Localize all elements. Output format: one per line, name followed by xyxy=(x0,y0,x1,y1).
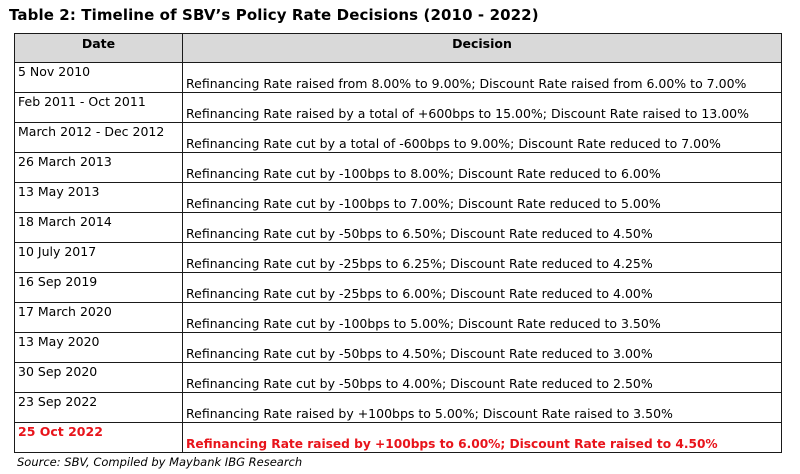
table-row-highlighted: 25 Oct 2022 Refinancing Rate raised by +… xyxy=(14,422,782,453)
table-row: March 2012 - Dec 2012 Refinancing Rate c… xyxy=(14,122,782,153)
date-cell: 30 Sep 2020 xyxy=(14,362,183,393)
table-row: 13 May 2020 Refinancing Rate cut by -50b… xyxy=(14,332,782,363)
date-cell: 10 July 2017 xyxy=(14,242,183,273)
decision-cell: Refinancing Rate cut by -25bps to 6.25%;… xyxy=(182,242,782,273)
decision-cell: Refinancing Rate cut by -100bps to 8.00%… xyxy=(182,152,782,183)
table-row: 13 May 2013 Refinancing Rate cut by -100… xyxy=(14,182,782,213)
column-header-date: Date xyxy=(14,33,183,63)
table-header-row: Date Decision xyxy=(14,33,782,63)
table-row: 5 Nov 2010 Refinancing Rate raised from … xyxy=(14,62,782,93)
table-row: 26 March 2013 Refinancing Rate cut by -1… xyxy=(14,152,782,183)
date-cell: 18 March 2014 xyxy=(14,212,183,243)
decision-cell: Refinancing Rate cut by -50bps to 4.00%;… xyxy=(182,362,782,393)
decision-cell: Refinancing Rate raised by +100bps to 6.… xyxy=(182,422,782,453)
decision-cell: Refinancing Rate raised by +100bps to 5.… xyxy=(182,392,782,423)
date-cell: 26 March 2013 xyxy=(14,152,183,183)
date-cell: 5 Nov 2010 xyxy=(14,62,183,93)
decision-cell: Refinancing Rate cut by -25bps to 6.00%;… xyxy=(182,272,782,303)
date-cell: 25 Oct 2022 xyxy=(14,422,183,453)
table-row: 17 March 2020 Refinancing Rate cut by -1… xyxy=(14,302,782,333)
decision-cell: Refinancing Rate cut by -100bps to 5.00%… xyxy=(182,302,782,333)
decision-cell: Refinancing Rate cut by -100bps to 7.00%… xyxy=(182,182,782,213)
table-row: 18 March 2014 Refinancing Rate cut by -5… xyxy=(14,212,782,243)
date-cell: 16 Sep 2019 xyxy=(14,272,183,303)
table-row: 10 July 2017 Refinancing Rate cut by -25… xyxy=(14,242,782,273)
table-row: 30 Sep 2020 Refinancing Rate cut by -50b… xyxy=(14,362,782,393)
policy-rate-table: Date Decision 5 Nov 2010 Refinancing Rat… xyxy=(14,33,782,453)
column-header-decision: Decision xyxy=(182,33,782,63)
table-row: 23 Sep 2022 Refinancing Rate raised by +… xyxy=(14,392,782,423)
decision-cell: Refinancing Rate raised by a total of +6… xyxy=(182,92,782,123)
source-note: Source: SBV, Compiled by Maybank IBG Res… xyxy=(17,455,303,469)
table-row: Feb 2011 - Oct 2011 Refinancing Rate rai… xyxy=(14,92,782,123)
date-cell: 13 May 2020 xyxy=(14,332,183,363)
decision-cell: Refinancing Rate cut by -50bps to 4.50%;… xyxy=(182,332,782,363)
decision-cell: Refinancing Rate raised from 8.00% to 9.… xyxy=(182,62,782,93)
date-cell: Feb 2011 - Oct 2011 xyxy=(14,92,183,123)
decision-cell: Refinancing Rate cut by -50bps to 6.50%;… xyxy=(182,212,782,243)
table-row: 16 Sep 2019 Refinancing Rate cut by -25b… xyxy=(14,272,782,303)
date-cell: 23 Sep 2022 xyxy=(14,392,183,423)
decision-cell: Refinancing Rate cut by a total of -600b… xyxy=(182,122,782,153)
date-cell: 17 March 2020 xyxy=(14,302,183,333)
table-title: Table 2: Timeline of SBV’s Policy Rate D… xyxy=(9,6,539,24)
date-cell: 13 May 2013 xyxy=(14,182,183,213)
date-cell: March 2012 - Dec 2012 xyxy=(14,122,183,153)
